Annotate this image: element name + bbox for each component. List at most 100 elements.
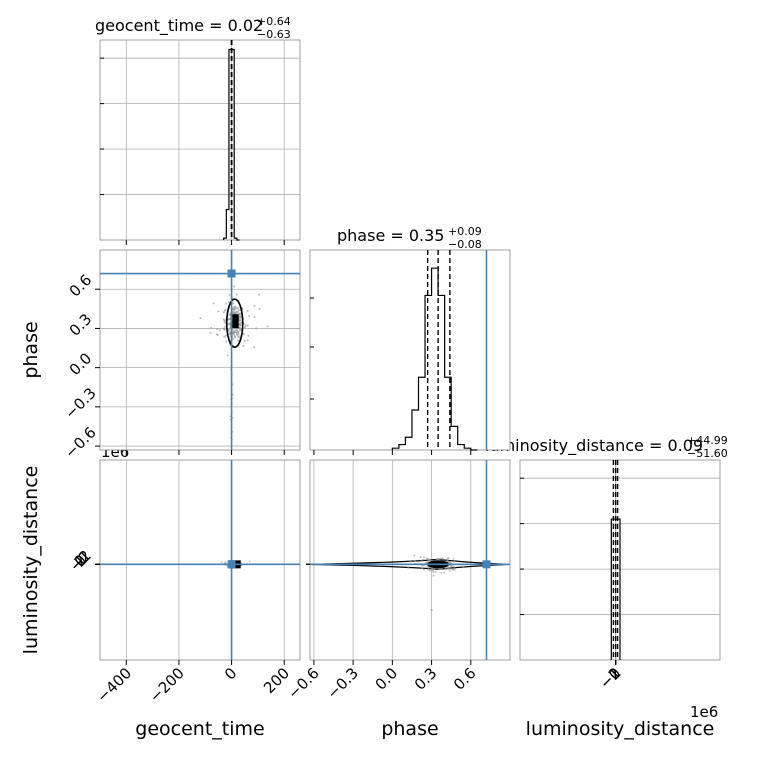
sample-point — [453, 560, 456, 563]
sample-point — [257, 293, 260, 296]
sample-point — [247, 334, 250, 337]
sample-point — [238, 313, 241, 316]
xlabel-phase: phase — [381, 718, 438, 740]
truth-marker — [227, 269, 236, 278]
sample-point — [413, 554, 416, 557]
sample-point — [236, 333, 239, 336]
x-tick-label: 0.3 — [411, 664, 441, 694]
sample-point — [258, 308, 261, 311]
sample-point — [229, 415, 231, 418]
sample-point — [223, 335, 226, 338]
sample-point — [238, 327, 241, 330]
ylabel-phase: phase — [20, 321, 42, 378]
svg-text:luminosity_distance = 0.09: luminosity_distance = 0.09 — [485, 436, 703, 456]
sample-point — [232, 311, 235, 314]
sample-point — [425, 557, 428, 560]
sample-point — [421, 567, 424, 570]
offset-text-x: 1e6 — [690, 703, 718, 721]
panel-hist-geocent-time — [99, 39, 301, 241]
svg-text:−0.63: −0.63 — [257, 28, 291, 41]
panel-ld-vs-phase — [309, 459, 511, 661]
svg-text:+0.09: +0.09 — [448, 225, 482, 238]
sample-point — [447, 565, 450, 568]
sample-point — [434, 570, 437, 573]
sample-point — [427, 566, 430, 569]
sample-point — [210, 326, 213, 329]
sample-point — [253, 304, 256, 307]
sample-point — [234, 336, 237, 339]
sample-point — [225, 340, 228, 343]
sample-point — [223, 328, 226, 331]
panel-hist-phase — [309, 249, 511, 451]
sample-point — [447, 567, 450, 570]
y-tick-label: −0.6 — [61, 423, 99, 461]
sample-point — [452, 565, 455, 568]
sample-point — [452, 568, 455, 571]
sample-point — [233, 285, 236, 288]
sample-point — [430, 568, 433, 571]
title-luminosity-distance: luminosity_distance = 0.09 +44.99 −51.60 — [485, 434, 728, 460]
svg-text:phase = 0.35: phase = 0.35 — [337, 226, 444, 245]
sample-point — [413, 559, 416, 562]
sample-point — [237, 336, 240, 339]
xlabel-geocent-time: geocent_time — [135, 718, 264, 740]
sample-point — [237, 312, 240, 315]
sample-point — [422, 568, 425, 571]
sample-point — [430, 609, 433, 611]
sample-point — [216, 328, 219, 331]
sample-point — [226, 565, 228, 567]
sample-point — [438, 558, 441, 561]
sample-point — [237, 309, 240, 312]
sample-point — [246, 310, 249, 313]
x-tick-label: 0 — [221, 664, 240, 683]
sample-point — [228, 323, 231, 326]
x-tick-label: −200 — [146, 664, 188, 706]
svg-text:−0.08: −0.08 — [448, 238, 482, 251]
sample-point — [225, 302, 228, 305]
sample-point — [440, 568, 443, 571]
sample-point — [426, 565, 429, 568]
title-phase: phase = 0.35 +0.09 −0.08 — [337, 225, 482, 251]
sample-point — [448, 570, 451, 573]
sample-point — [235, 293, 238, 296]
sample-point — [239, 328, 242, 331]
sample-point — [451, 567, 454, 570]
sample-point — [237, 331, 240, 334]
sample-point — [234, 329, 237, 332]
sample-point — [266, 325, 269, 328]
sample-point — [228, 327, 231, 330]
sample-point — [443, 571, 446, 574]
svg-text:+0.64: +0.64 — [257, 15, 291, 28]
sample-point — [222, 311, 225, 314]
truth-marker — [227, 560, 236, 569]
panel-phase-vs-geocent-time — [99, 249, 301, 451]
x-tick-label: −0.3 — [323, 664, 361, 702]
sample-point — [253, 316, 256, 319]
ylabel-luminosity-distance: luminosity_distance — [20, 466, 42, 655]
sample-point — [223, 320, 226, 323]
y-tick-label: 0.6 — [66, 271, 96, 301]
sample-point — [222, 327, 225, 330]
xlabel-luminosity-distance: luminosity_distance — [526, 718, 715, 740]
sample-point — [248, 560, 251, 563]
sample-point — [246, 339, 249, 342]
sample-point — [199, 317, 202, 320]
sample-point — [232, 337, 235, 340]
contour-outer — [225, 298, 244, 349]
sample-point — [453, 566, 456, 569]
sample-point — [217, 310, 220, 313]
sample-point — [441, 557, 444, 560]
sample-point — [228, 301, 231, 304]
x-tick-label: −0.6 — [284, 664, 322, 702]
sample-point — [236, 307, 239, 310]
sample-point — [447, 557, 450, 560]
y-tick-label: 0.3 — [66, 310, 96, 340]
sample-point — [226, 354, 229, 357]
sample-point — [235, 310, 238, 313]
sample-point — [429, 559, 432, 562]
sample-point — [212, 302, 215, 305]
sample-point — [427, 568, 430, 571]
sample-point — [445, 568, 448, 571]
x-tick-label: 0.6 — [450, 664, 480, 694]
sample-point — [255, 327, 258, 330]
